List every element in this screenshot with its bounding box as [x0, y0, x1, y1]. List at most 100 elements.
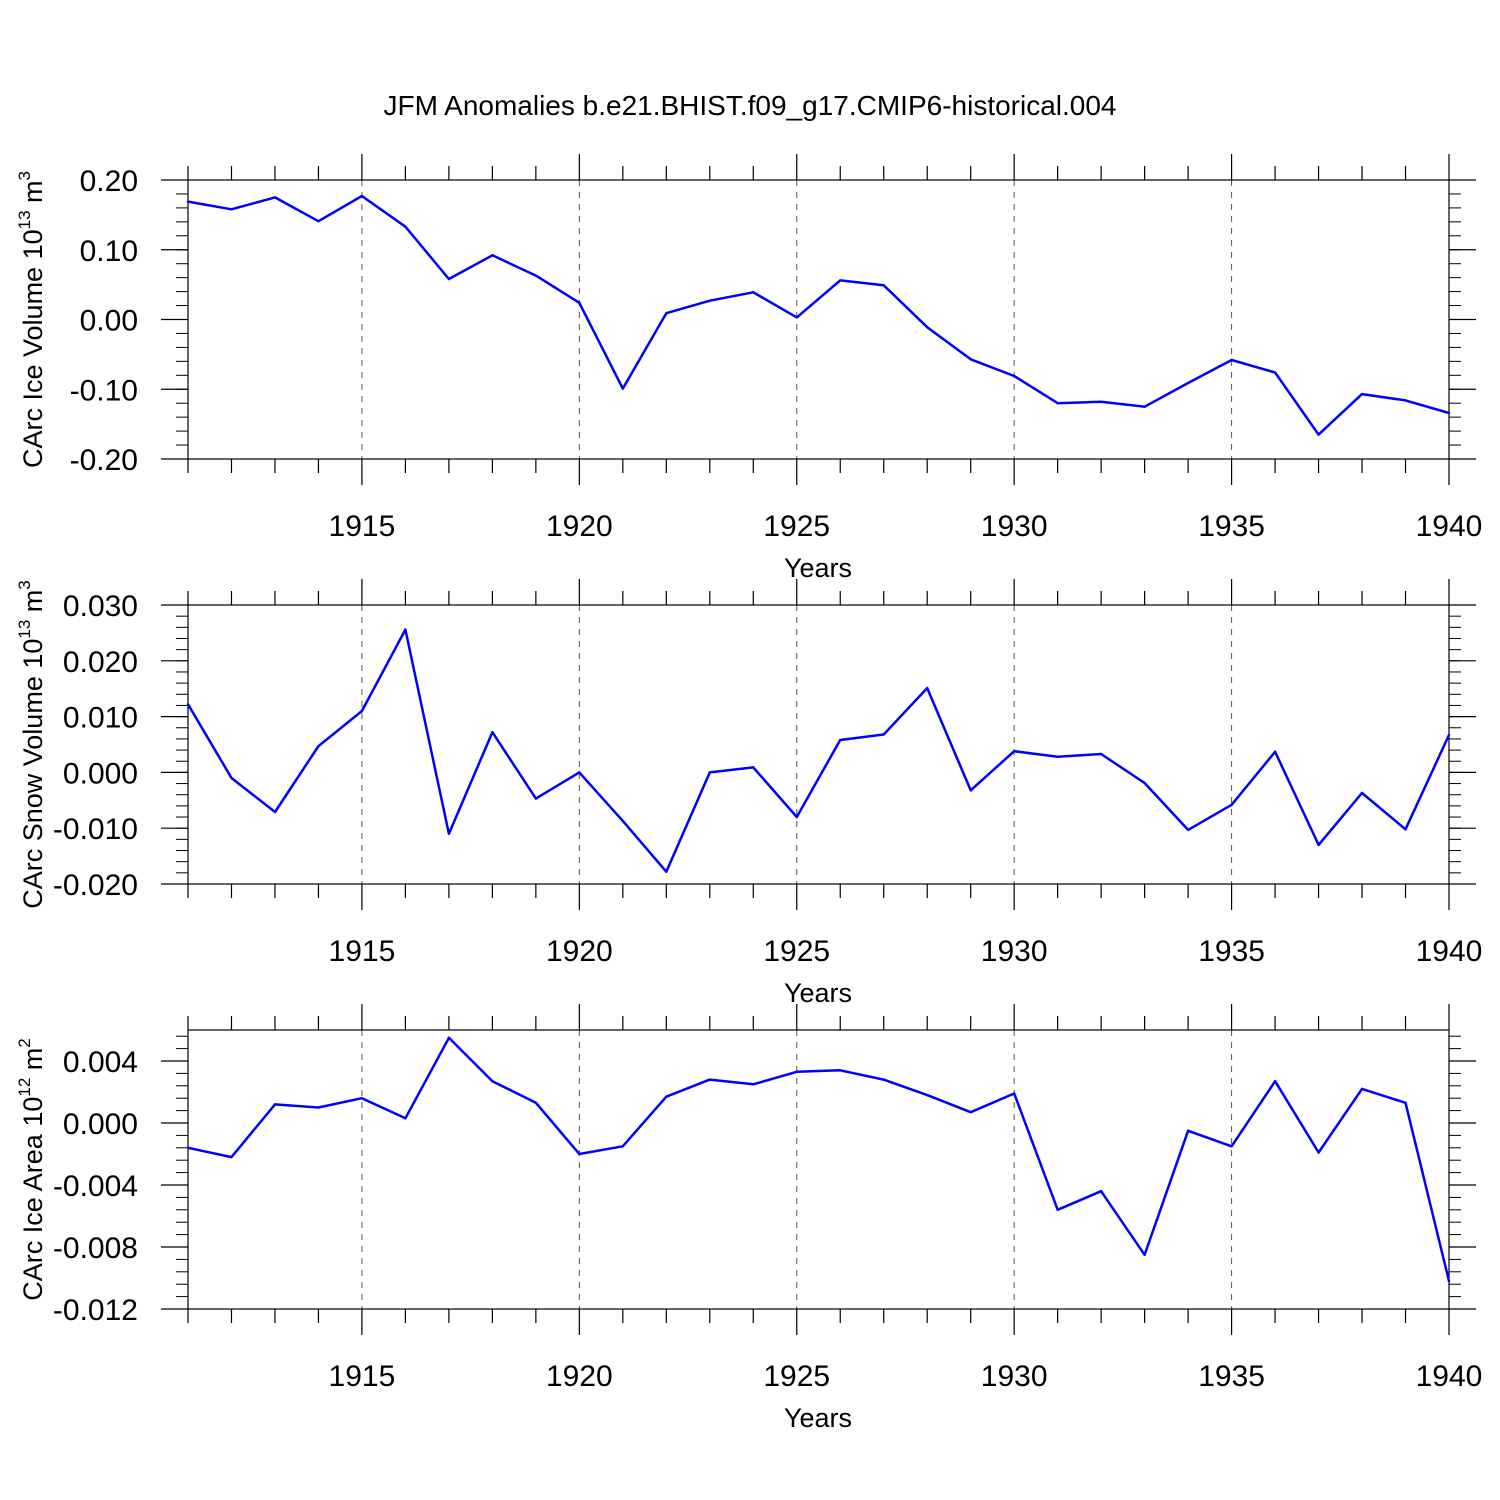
panel-2: 0.030 0.020 0.010 0.000 -0.010 -0.020 1915 1920… [15, 579, 1482, 1008]
y-tick-label: -0.20 [70, 444, 138, 477]
series-line [186, 628, 1451, 873]
data-point [1317, 433, 1320, 436]
y-tick-label: 0.030 [63, 590, 138, 623]
y-axis-label: CArc Snow Volume 1013 m3 [15, 580, 48, 909]
data-point [1230, 1145, 1233, 1148]
data-point [1404, 399, 1407, 402]
data-point [752, 766, 755, 769]
data-point [882, 1078, 885, 1081]
x-tick-label: 1925 [763, 935, 830, 968]
data-point [447, 277, 451, 281]
x-tick-label: 1920 [546, 510, 613, 543]
data-point [926, 686, 929, 690]
data-point [708, 299, 711, 302]
panel-3: 0.004 0.000 -0.004 -0.008 -0.012 1915 1920 1925… [15, 1004, 1482, 1433]
data-point [1230, 803, 1233, 806]
data-point [969, 358, 972, 361]
y-tick-label: 0.00 [80, 305, 138, 338]
panels: 0.20 0.10 0.00 -0.10 -0.20 1915 1920 1925 1930 19… [15, 154, 1482, 1433]
y-axis-label-unit-exponent: 2 [15, 1038, 34, 1047]
data-point [1447, 733, 1451, 737]
data-point [1056, 1208, 1059, 1212]
x-tick-label: 1935 [1198, 935, 1265, 968]
data-point [534, 274, 538, 277]
x-tick-label: 1915 [329, 935, 396, 968]
data-point [360, 194, 364, 198]
y-axis-label-exponent: 12 [15, 1078, 34, 1097]
data-point [752, 1083, 755, 1086]
data-point [1186, 1129, 1190, 1132]
data-point [1360, 1087, 1364, 1091]
data-point [1143, 781, 1146, 785]
data-point [621, 819, 625, 823]
x-tick-label: 1940 [1416, 1360, 1483, 1393]
x-tick-label: 1940 [1416, 935, 1483, 968]
data-point [491, 254, 494, 257]
y-tick-label: -0.10 [70, 374, 138, 407]
data-point [317, 744, 320, 748]
data-point [708, 1078, 711, 1081]
y-axis-label-exponent: 13 [15, 210, 34, 229]
plot-frame [187, 1029, 1450, 1310]
data-point [1056, 402, 1059, 405]
data-point [882, 733, 885, 736]
data-point [1447, 411, 1451, 415]
data-point [534, 797, 538, 800]
x-tick-label: 1935 [1198, 510, 1265, 543]
data-point [230, 1155, 233, 1159]
y-axis-label-unit: m [18, 1048, 48, 1078]
data-point [360, 709, 364, 713]
y-tick-label: -0.012 [53, 1294, 138, 1327]
data-point [491, 1079, 494, 1083]
data-point [230, 776, 233, 780]
y-tick-label: -0.008 [53, 1232, 138, 1265]
data-point [1404, 1101, 1407, 1105]
plot-frame [187, 179, 1450, 460]
data-point [186, 200, 190, 203]
x-tick-label: 1930 [981, 935, 1048, 968]
data-point [273, 1103, 277, 1106]
data-point [186, 703, 190, 706]
y-tick-label: 0.004 [63, 1046, 138, 1079]
data-point [578, 1152, 581, 1156]
data-point [839, 738, 842, 742]
y-axis-label-main: CArc Snow Volume 10 [18, 639, 48, 909]
data-point [795, 316, 798, 319]
data-point [621, 387, 625, 390]
data-point [1186, 828, 1190, 832]
data-point [578, 301, 581, 304]
data-point [926, 325, 929, 329]
data-point [1273, 1079, 1277, 1083]
data-point [1186, 381, 1190, 385]
y-tick-label: 0.000 [63, 1108, 138, 1141]
x-tick-label: 1930 [981, 510, 1048, 543]
data-point [317, 1106, 320, 1109]
panel-1: 0.20 0.10 0.00 -0.10 -0.20 1915 1920 1925 1930 19… [15, 154, 1482, 583]
data-point [1360, 791, 1364, 795]
plot-frame [187, 604, 1450, 885]
data-point [1099, 752, 1103, 756]
x-tick-label: 1935 [1198, 1360, 1265, 1393]
y-axis-label-unit-exponent: 3 [15, 580, 34, 589]
data-point [317, 219, 320, 223]
x-tick-label: 1920 [546, 935, 613, 968]
data-point [1099, 400, 1103, 404]
data-point [186, 1146, 190, 1150]
data-point [882, 284, 885, 287]
data-point [665, 312, 668, 315]
data-point [1012, 749, 1016, 753]
data-point [360, 1097, 364, 1100]
data-point [1230, 358, 1233, 362]
data-point [1012, 1092, 1016, 1095]
data-point [1447, 1279, 1451, 1283]
data-point [665, 870, 668, 873]
y-axis-label-main: CArc Ice Area 10 [18, 1097, 48, 1301]
y-axis-label-unit-exponent: 3 [15, 171, 34, 180]
data-point [404, 225, 407, 228]
data-point [795, 1070, 798, 1074]
y-axis-label: CArc Ice Area 1012 m2 [15, 1038, 48, 1301]
data-point [273, 196, 277, 199]
y-tick-label: 0.020 [63, 646, 138, 679]
data-point [404, 1117, 407, 1120]
